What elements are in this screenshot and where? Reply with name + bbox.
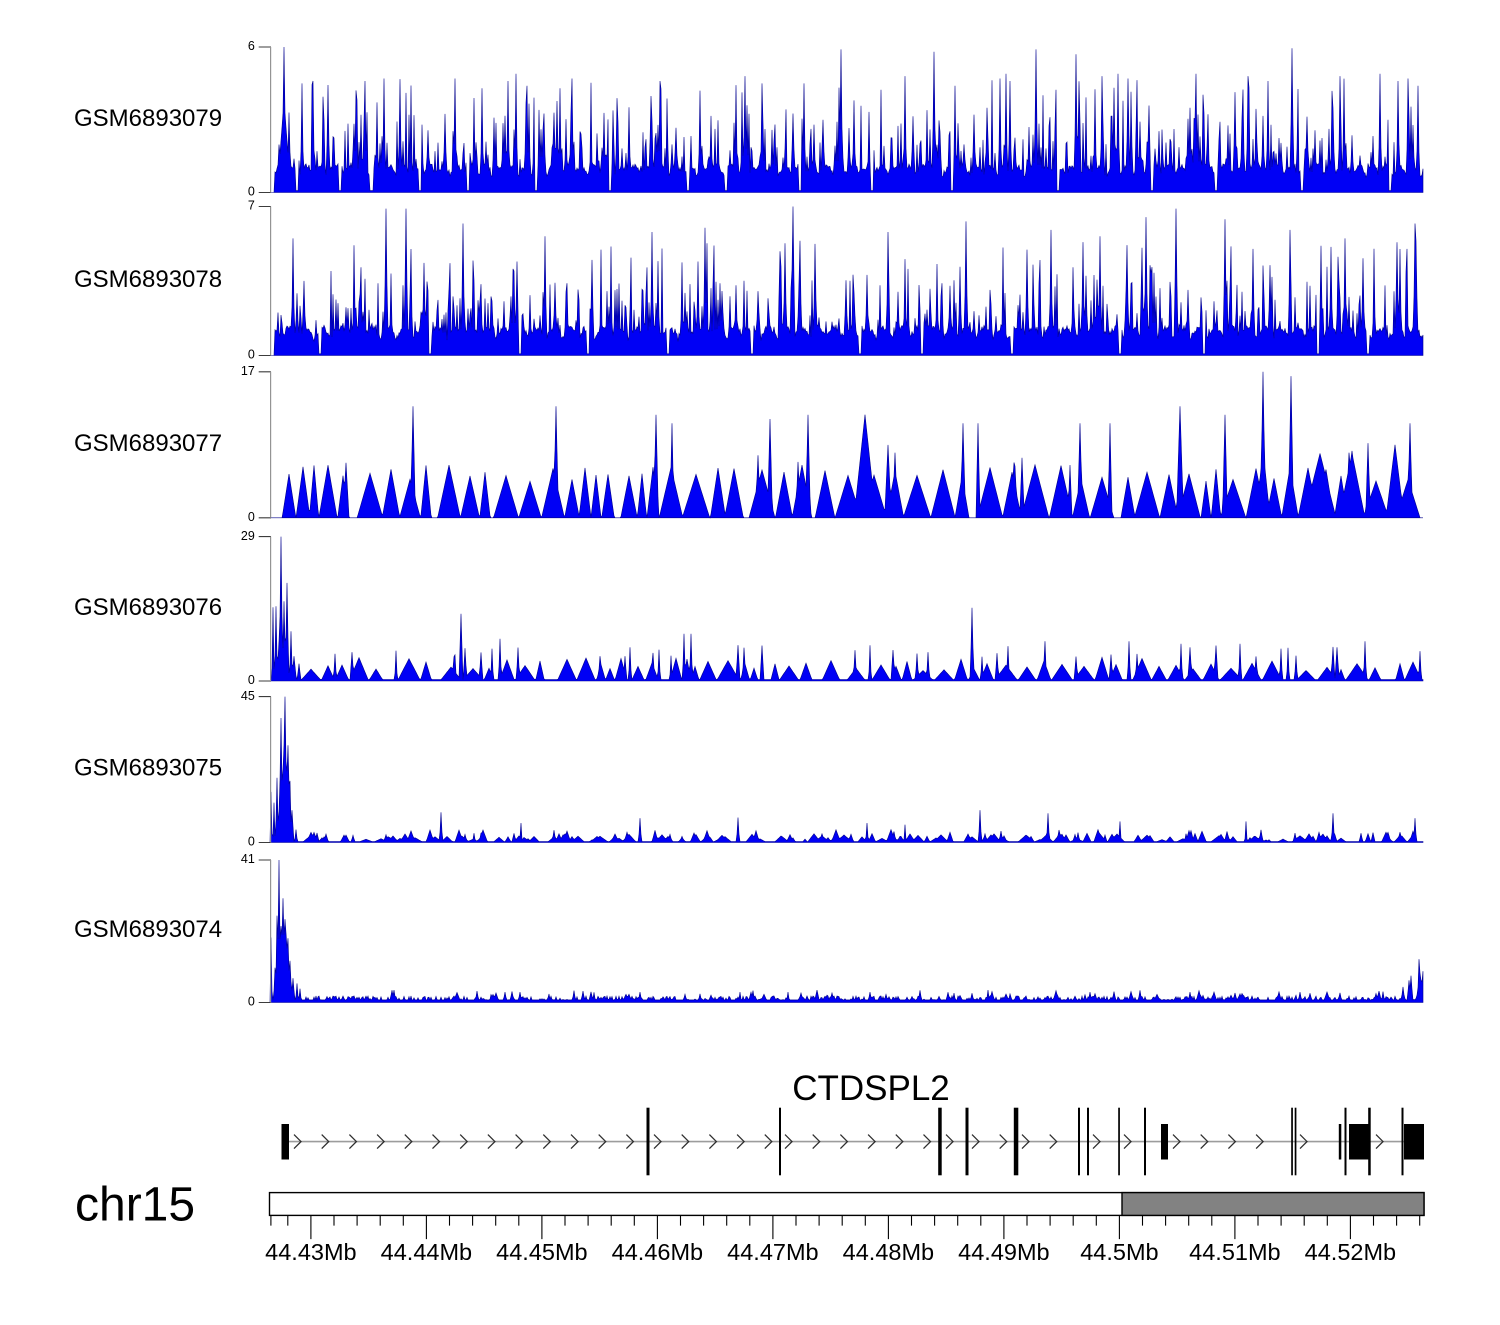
svg-text:0: 0 bbox=[248, 185, 255, 199]
svg-text:GSM6893078: GSM6893078 bbox=[74, 266, 222, 293]
svg-text:0: 0 bbox=[248, 348, 255, 362]
svg-text:44.51Mb: 44.51Mb bbox=[1189, 1239, 1280, 1265]
svg-text:CTDSPL2: CTDSPL2 bbox=[792, 1069, 950, 1108]
svg-text:0: 0 bbox=[248, 510, 255, 524]
svg-text:45: 45 bbox=[241, 689, 255, 703]
svg-text:44.43Mb: 44.43Mb bbox=[265, 1239, 356, 1265]
svg-text:0: 0 bbox=[248, 673, 255, 687]
svg-text:0: 0 bbox=[248, 995, 255, 1009]
svg-text:44.52Mb: 44.52Mb bbox=[1305, 1239, 1396, 1265]
svg-text:17: 17 bbox=[241, 364, 255, 378]
svg-text:44.46Mb: 44.46Mb bbox=[612, 1239, 703, 1265]
svg-text:GSM6893074: GSM6893074 bbox=[74, 916, 222, 943]
svg-text:44.45Mb: 44.45Mb bbox=[496, 1239, 587, 1265]
svg-text:chr15: chr15 bbox=[75, 1179, 195, 1232]
svg-text:44.49Mb: 44.49Mb bbox=[958, 1239, 1049, 1265]
svg-text:0: 0 bbox=[248, 835, 255, 849]
svg-text:44.44Mb: 44.44Mb bbox=[381, 1239, 472, 1265]
svg-text:GSM6893079: GSM6893079 bbox=[74, 105, 222, 132]
svg-text:6: 6 bbox=[248, 39, 255, 53]
svg-text:44.47Mb: 44.47Mb bbox=[727, 1239, 818, 1265]
svg-text:41: 41 bbox=[241, 852, 255, 866]
svg-text:GSM6893075: GSM6893075 bbox=[74, 755, 222, 782]
svg-text:29: 29 bbox=[241, 529, 255, 543]
svg-text:GSM6893077: GSM6893077 bbox=[74, 430, 222, 457]
svg-text:44.5Mb: 44.5Mb bbox=[1080, 1239, 1158, 1265]
svg-text:44.48Mb: 44.48Mb bbox=[843, 1239, 934, 1265]
svg-text:GSM6893076: GSM6893076 bbox=[74, 594, 222, 621]
svg-text:7: 7 bbox=[248, 199, 255, 213]
